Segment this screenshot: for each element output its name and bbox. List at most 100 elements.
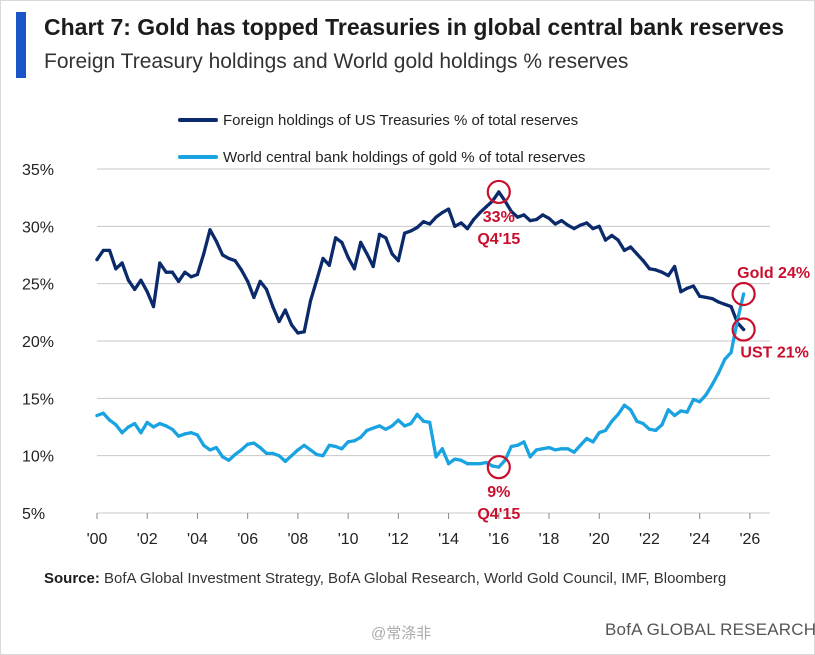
treasuries-data-point — [497, 190, 501, 194]
legend-label-gold: World central bank holdings of gold % of… — [223, 148, 586, 166]
treasuries-data-point — [139, 278, 143, 282]
brand-logo-text: BofA GLOBAL RESEARCH — [605, 620, 815, 639]
treasuries-data-point — [258, 279, 262, 283]
gold-data-point — [202, 443, 206, 447]
treasuries-data-point — [133, 287, 137, 291]
gold-data-point — [710, 382, 714, 387]
treasuries-data-point — [101, 248, 105, 253]
gold-data-point — [158, 421, 162, 426]
gold-data-point — [327, 443, 331, 447]
treasuries-data-point — [635, 252, 639, 256]
gold-data-point — [415, 412, 419, 416]
treasuries-data-point — [352, 267, 356, 271]
gold-data-point — [585, 436, 589, 441]
gold-data-point — [528, 455, 532, 459]
treasuries-data-point — [208, 228, 212, 232]
treasuries-data-point — [183, 270, 187, 274]
gold-data-point — [114, 423, 118, 427]
chart-legend: Foreign holdings of US Treasuries % of t… — [178, 110, 585, 184]
gold-data-point — [233, 452, 237, 457]
gold-data-point — [484, 460, 488, 465]
treasuries-data-point — [559, 219, 564, 223]
treasuries-data-point — [566, 223, 570, 227]
treasuries-data-point — [572, 227, 576, 231]
x-tick-label: '26 — [739, 531, 760, 548]
gold-data-point — [729, 350, 733, 355]
gold-data-point — [170, 427, 174, 431]
gold-data-point — [434, 455, 438, 459]
gold-data-point — [283, 459, 287, 463]
gold-data-point — [321, 454, 325, 458]
treasuries-data-point — [396, 259, 400, 263]
gold-data-point — [616, 412, 620, 416]
y-tick-label: 15% — [22, 391, 54, 408]
gold-data-point — [371, 426, 375, 430]
gold-data-point — [359, 435, 363, 439]
treasuries-data-point — [547, 216, 551, 220]
gold-data-point — [660, 423, 664, 427]
treasuries-data-point — [516, 215, 520, 219]
gold-series-line — [95, 292, 746, 469]
treasuries-data-point — [151, 305, 156, 309]
y-tick-label: 10% — [22, 449, 54, 466]
x-tick-label: '16 — [488, 531, 509, 548]
gold-data-point — [446, 462, 451, 466]
source-note: Source: BofA Global Investment Strategy,… — [44, 567, 744, 590]
x-tick-label: '00 — [87, 531, 108, 548]
gold-data-point — [177, 434, 181, 438]
watermark: @常涤非 — [371, 625, 432, 642]
x-tick-label: '24 — [689, 531, 710, 548]
treasuries-data-point — [302, 330, 306, 334]
annotation-value-label: 9% — [487, 484, 510, 501]
gold-data-point — [315, 452, 319, 457]
gold-data-point — [559, 447, 564, 451]
treasuries-data-point — [616, 238, 620, 242]
gold-data-point — [164, 424, 168, 428]
treasuries-data-point — [723, 302, 727, 306]
gold-data-point — [478, 462, 482, 466]
gold-data-point — [409, 421, 413, 426]
y-tick-label: 35% — [22, 162, 54, 179]
gold-data-point — [246, 442, 250, 446]
treasuries-data-point — [647, 267, 652, 271]
gold-data-point — [490, 464, 495, 468]
x-tick-label: '20 — [589, 531, 610, 548]
annotation-date-label: Q4'15 — [477, 506, 520, 523]
gold-data-point — [101, 411, 105, 415]
treasuries-data-point — [327, 263, 331, 267]
treasuries-data-point — [283, 308, 287, 312]
treasuries-data-point — [641, 259, 645, 263]
treasuries-data-point — [195, 272, 200, 277]
gold-data-point — [641, 421, 645, 426]
treasuries-series-line — [95, 190, 746, 335]
treasuries-data-point — [716, 300, 721, 304]
treasuries-data-point — [340, 240, 344, 244]
gold-data-point — [352, 439, 356, 443]
gold-data-point — [704, 393, 708, 397]
treasuries-data-point — [459, 221, 463, 225]
gold-data-point — [654, 428, 658, 433]
treasuries-data-point — [170, 270, 174, 274]
gold-data-point — [220, 455, 225, 459]
gold-data-point — [509, 444, 513, 449]
treasuries-data-point — [164, 270, 168, 274]
source-label: Source: — [44, 570, 100, 587]
treasuries-data-point — [177, 279, 181, 283]
gold-data-point — [635, 419, 639, 423]
gold-data-point — [183, 432, 187, 436]
gold-data-point — [742, 292, 746, 296]
treasuries-data-point — [384, 236, 388, 240]
gold-data-point — [126, 425, 130, 429]
treasuries-data-point — [610, 233, 614, 238]
annotation-circle — [486, 455, 511, 480]
gold-data-point — [465, 462, 470, 466]
gold-data-point — [277, 454, 281, 458]
legend-item-gold: World central bank holdings of gold % of… — [178, 147, 585, 167]
gold-data-point — [403, 424, 407, 428]
gold-data-point — [497, 465, 501, 469]
gold-data-point — [365, 428, 369, 433]
gold-data-point — [384, 427, 388, 431]
treasuries-data-point — [415, 225, 419, 230]
gold-data-point — [145, 420, 149, 425]
treasuries-data-point — [509, 209, 513, 214]
